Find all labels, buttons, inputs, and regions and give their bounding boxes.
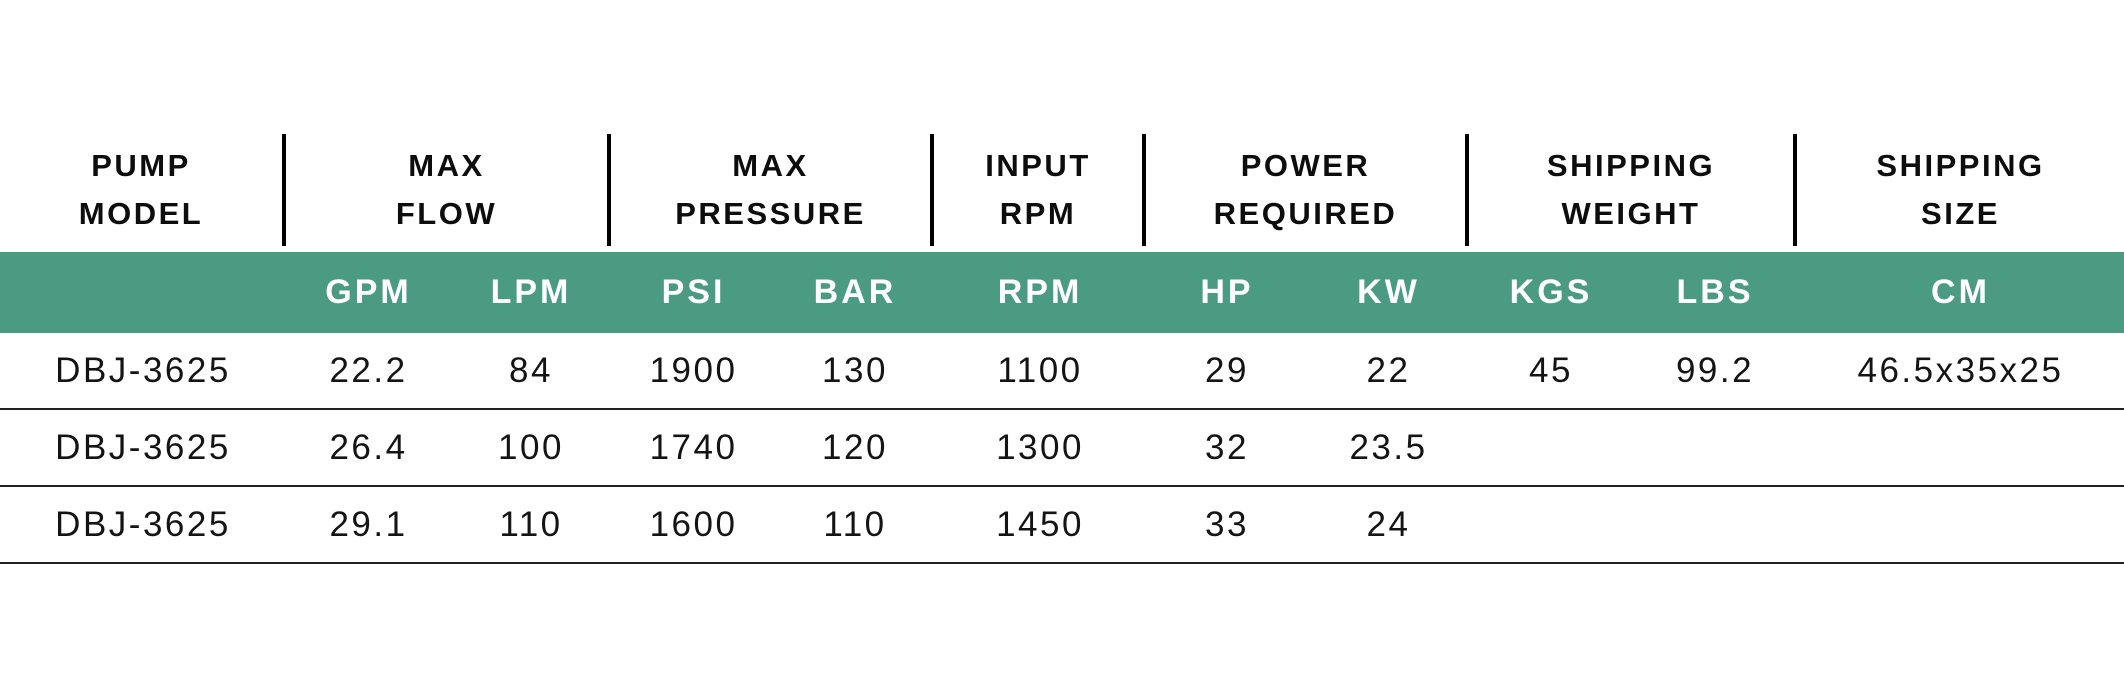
header-group-input-rpm: INPUT RPM xyxy=(934,134,1146,246)
header-line: MAX xyxy=(732,148,809,183)
header-line: RPM xyxy=(999,196,1077,231)
header-line: POWER xyxy=(1240,148,1371,183)
cell-gpm: 26.4 xyxy=(329,427,408,467)
cell-bar: 130 xyxy=(822,350,888,390)
header-line: REQUIRED xyxy=(1213,196,1398,231)
table-row: DBJ-3625 29.1 110 1600 110 1450 33 24 xyxy=(0,487,2124,564)
cell-psi: 1600 xyxy=(649,504,738,544)
cell-psi: 1900 xyxy=(649,350,738,390)
cell-kgs: 45 xyxy=(1529,350,1573,390)
cell-rpm: 1450 xyxy=(996,504,1084,544)
header-group-max-flow: MAX FLOW xyxy=(286,134,611,246)
header-line: INPUT xyxy=(985,148,1091,183)
header-group-power-required: POWER REQUIRED xyxy=(1146,134,1469,246)
header-line: SHIPPING xyxy=(1546,148,1716,183)
cell-kw: 23.5 xyxy=(1349,427,1428,467)
table-group-header-row: PUMP MODEL MAX FLOW MAX PRESSURE INPUT R… xyxy=(0,134,2124,246)
header-line: PUMP xyxy=(91,148,191,183)
cell-lpm: 110 xyxy=(499,504,563,544)
header-group-max-pressure: MAX PRESSURE xyxy=(611,134,934,246)
table-row: DBJ-3625 26.4 100 1740 120 1300 32 23.5 xyxy=(0,410,2124,487)
cell-pump-model: DBJ-3625 xyxy=(55,504,231,544)
header-line: SIZE xyxy=(1921,196,2000,231)
cell-kw: 22 xyxy=(1366,350,1411,390)
header-group-shipping-weight: SHIPPING WEIGHT xyxy=(1469,134,1797,246)
unit-kw: KW xyxy=(1357,273,1420,311)
cell-gpm: 29.1 xyxy=(329,504,408,544)
unit-bar: BAR xyxy=(813,273,897,311)
cell-pump-model: DBJ-3625 xyxy=(55,350,231,390)
cell-hp: 29 xyxy=(1205,350,1249,390)
unit-cm: CM xyxy=(1931,273,1990,311)
header-line: WEIGHT xyxy=(1561,196,1701,231)
header-group-shipping-size: SHIPPING SIZE xyxy=(1797,134,2124,246)
units-header-row: GPM LPM PSI BAR RPM HP KW KGS LBS CM xyxy=(0,252,2124,333)
unit-psi: PSI xyxy=(661,273,726,311)
cell-pump-model: DBJ-3625 xyxy=(55,427,231,467)
cell-rpm: 1100 xyxy=(997,350,1083,390)
cell-rpm: 1300 xyxy=(996,427,1084,467)
cell-hp: 32 xyxy=(1205,427,1249,467)
unit-kgs: KGS xyxy=(1509,273,1593,311)
cell-lpm: 100 xyxy=(498,427,564,467)
header-line: PRESSURE xyxy=(675,196,866,231)
header-line: MAX xyxy=(408,148,485,183)
header-line: MODEL xyxy=(78,196,204,231)
unit-gpm: GPM xyxy=(325,273,412,311)
cell-bar: 110 xyxy=(823,504,887,544)
unit-hp: HP xyxy=(1200,273,1254,311)
table-row: DBJ-3625 22.2 84 1900 130 1100 29 22 45 … xyxy=(0,333,2124,410)
cell-hp: 33 xyxy=(1205,504,1249,544)
cell-lpm: 84 xyxy=(509,350,553,390)
unit-rpm: RPM xyxy=(997,273,1083,311)
unit-lpm: LPM xyxy=(490,273,572,311)
cell-lbs: 99.2 xyxy=(1675,350,1755,390)
cell-gpm: 22.2 xyxy=(329,350,408,390)
cell-kw: 24 xyxy=(1366,504,1411,544)
header-group-pump-model: PUMP MODEL xyxy=(0,134,286,246)
cell-psi: 1740 xyxy=(649,427,738,467)
cell-shipping-size: 46.5x35x25 xyxy=(1857,350,2064,390)
unit-lbs: LBS xyxy=(1676,273,1754,311)
cell-bar: 120 xyxy=(822,427,888,467)
header-line: SHIPPING xyxy=(1876,148,2045,183)
header-line: FLOW xyxy=(395,196,498,231)
